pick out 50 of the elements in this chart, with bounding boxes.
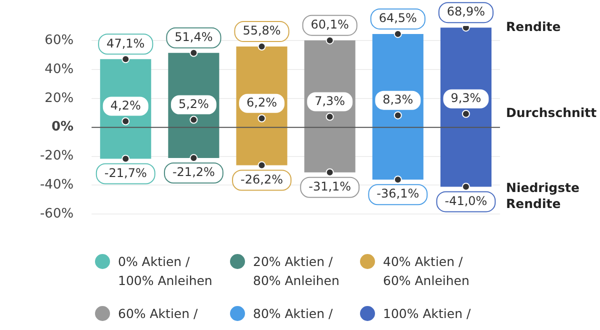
point [326,168,334,176]
data-label: 51,4% [174,30,213,44]
data-label: -26,2% [240,172,283,186]
legend-label: 80% Aktien / [253,305,334,323]
data-label: -21,7% [104,166,147,180]
legend-label: 40% Aktien / 60% Anleihen [383,253,470,290]
point [326,36,334,44]
data-label: 55,8% [242,24,281,38]
y-tick-label: 60% [44,32,74,48]
text: Niedrigste Rendite [506,180,580,211]
legend-label: 100% Aktien / [383,305,472,323]
data-label: -31,1% [308,179,352,194]
data-label: 60,1% [310,17,349,32]
y-tick-label: 0% [52,120,74,135]
data-label: -21,2% [172,165,215,180]
data-label: 9,3% [450,91,482,105]
point [462,110,470,118]
data-label: -41,0% [444,194,488,208]
legend-label: 20% Aktien / 80% Anleihen [253,253,340,290]
y-tick-label: -60% [40,206,74,222]
y-tick-label: -40% [40,178,74,193]
text: Durchschnitt [506,105,597,120]
data-label: -36,1% [376,186,420,201]
data-label: 68,9% [446,4,486,19]
data-label: 47,1% [106,36,145,50]
y-tick-label: -20% [40,148,74,164]
y-tick-label: 20% [44,90,74,106]
point [462,182,470,191]
point [190,48,198,57]
text: Rendite [506,18,561,34]
point [258,161,266,170]
point [258,42,266,51]
data-label: 4,2% [110,98,141,112]
legend-label: 60% Aktien / [118,305,199,323]
point [462,26,470,32]
data-label: 8,3% [382,92,414,106]
point [258,114,266,122]
data-label: 5,2% [178,96,209,111]
legend-label: 0% Aktien / 100% Anleihen [118,253,214,290]
point [394,111,402,120]
data-label: 6,2% [246,95,278,110]
point [326,112,334,121]
point [394,176,402,184]
data-label: 64,5% [378,11,417,26]
data-label: 7,3% [314,94,346,108]
point [122,117,130,126]
point [122,154,130,163]
point [122,55,130,64]
point [190,116,198,124]
y-tick-label: 40% [44,62,74,77]
